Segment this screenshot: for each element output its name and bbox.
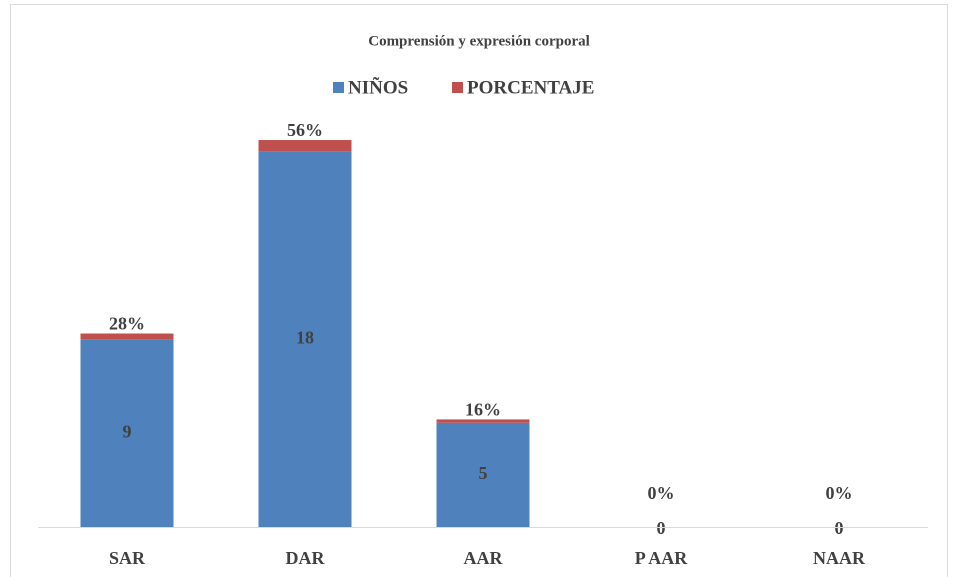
data-label: 5 <box>479 463 488 483</box>
x-tick-label: P AAR <box>635 548 689 568</box>
bar-segment <box>80 339 174 527</box>
legend-swatch <box>333 82 344 93</box>
legend-label: PORCENTAJE <box>467 77 594 98</box>
data-label: 9 <box>123 421 132 441</box>
legend-label: NIÑOS <box>348 76 408 98</box>
x-tick-label: SAR <box>109 548 146 568</box>
data-label: 0% <box>826 483 853 503</box>
data-label: 18 <box>296 327 314 347</box>
data-label: 0% <box>648 483 675 503</box>
data-label: 0 <box>657 518 666 538</box>
x-tick-label: NAAR <box>813 548 866 568</box>
data-label: 0 <box>835 518 844 538</box>
bar-segment <box>258 140 352 152</box>
legend-swatch <box>452 82 463 93</box>
chart-title: Comprensión y expresión corporal <box>368 33 590 49</box>
data-label: 28% <box>109 314 145 334</box>
bar-segment <box>436 419 530 423</box>
data-label: 16% <box>465 400 501 420</box>
bar-segment <box>436 422 530 527</box>
bar-segment <box>258 151 352 527</box>
bar-segment <box>80 333 174 340</box>
data-label: 56% <box>287 120 323 140</box>
x-tick-label: AAR <box>464 548 504 568</box>
x-tick-label: DAR <box>286 548 326 568</box>
